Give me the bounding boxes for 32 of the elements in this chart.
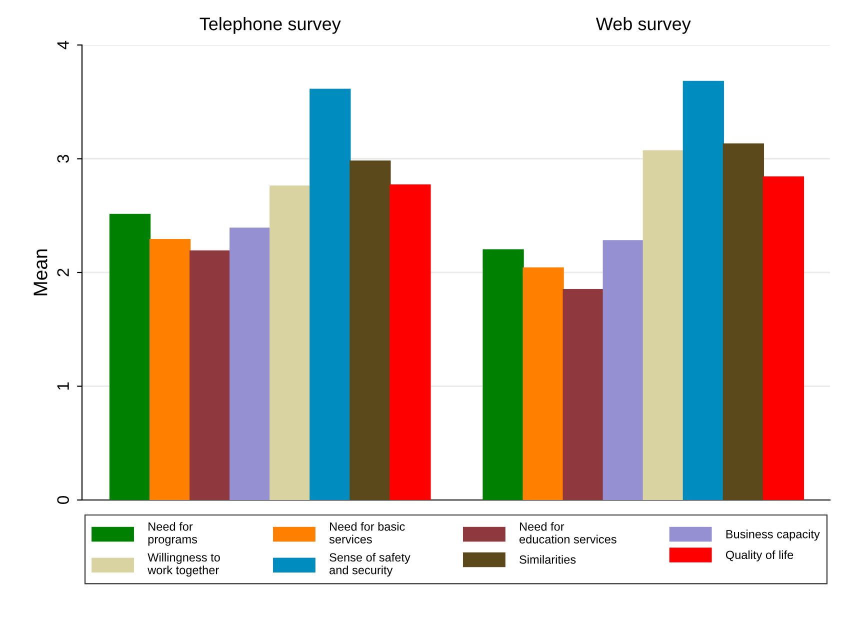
y-tick-label: 3 xyxy=(57,154,69,163)
bar xyxy=(682,80,724,500)
x-tick-label: Telephone survey xyxy=(200,17,341,34)
legend-label: Need for education services xyxy=(520,522,616,544)
y-tick-label: 0 xyxy=(57,496,69,504)
legend-label: Quality of life xyxy=(726,550,794,562)
bar xyxy=(270,185,311,500)
y-tick-label: 4 xyxy=(57,40,69,50)
legend-label: Need for basic services xyxy=(329,522,405,544)
bar xyxy=(109,214,151,500)
x-tick-label: Web survey xyxy=(596,17,691,34)
bar xyxy=(482,249,524,500)
y-axis-title: Mean xyxy=(34,249,48,296)
bar xyxy=(149,238,191,500)
bar xyxy=(310,88,351,500)
bar xyxy=(350,160,391,500)
bar xyxy=(642,150,684,500)
bar xyxy=(522,267,564,500)
y-tick-label: 2 xyxy=(57,268,69,276)
bar xyxy=(562,289,604,500)
legend-label: Sense of safety and security xyxy=(330,552,410,577)
legend-label: Similarities xyxy=(520,555,576,564)
bar xyxy=(762,176,804,500)
bar xyxy=(722,143,764,500)
bar xyxy=(190,250,231,500)
legend-label: Need for programs xyxy=(148,522,198,546)
y-tick-label: 1 xyxy=(57,382,69,390)
bar xyxy=(602,240,644,500)
legend-label: Willingness to work together xyxy=(148,552,220,577)
bar xyxy=(230,228,271,500)
bar xyxy=(390,184,431,500)
legend-label: Business capacity xyxy=(726,530,820,541)
